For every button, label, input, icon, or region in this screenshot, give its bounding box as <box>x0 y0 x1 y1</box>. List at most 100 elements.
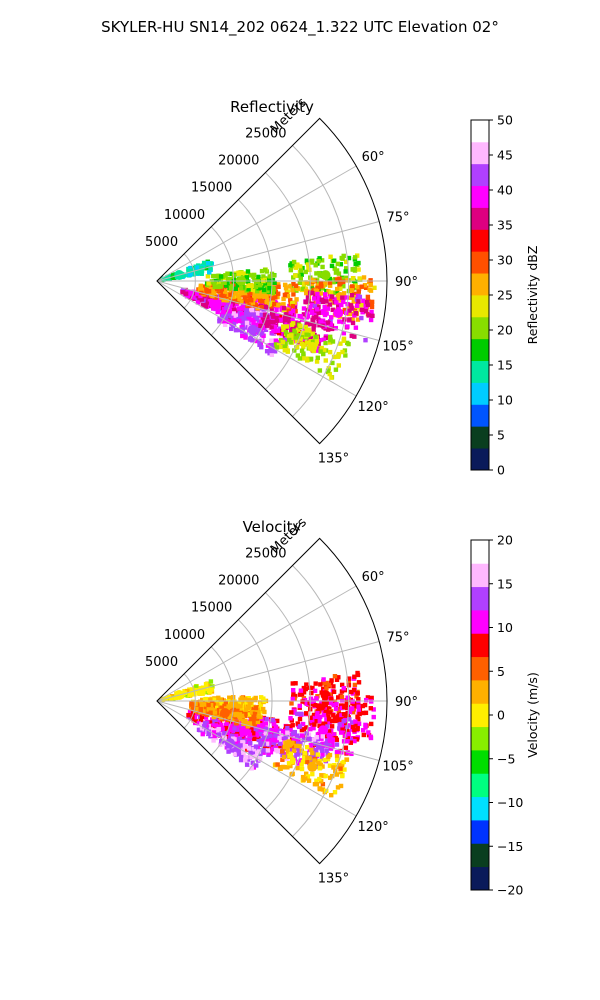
echo-pixel <box>344 295 350 300</box>
echo-pixel <box>253 763 259 768</box>
echo-pixel <box>325 368 331 373</box>
colorbar-segment <box>471 295 489 318</box>
echo-core <box>320 270 331 281</box>
echo-pixel <box>339 276 345 282</box>
echo-pixel <box>314 288 319 294</box>
range-tick-label: 10000 <box>164 208 205 223</box>
echo-pixel <box>225 281 230 286</box>
colorbar-segment <box>471 563 489 588</box>
echo-pixel <box>208 702 214 708</box>
echo-pixel <box>208 266 213 271</box>
colorbar-segment <box>471 338 489 362</box>
echo-pixel <box>299 348 305 353</box>
echo-pixel <box>330 360 335 366</box>
colorbar-segment <box>471 316 489 340</box>
echo-pixel <box>339 689 345 694</box>
echo-pixel <box>198 293 203 299</box>
echo-pixel <box>240 326 245 332</box>
echo-pixel <box>295 765 300 771</box>
echo-pixel <box>342 704 347 710</box>
echo-pixel <box>318 319 323 324</box>
echo-pixel <box>320 752 325 757</box>
echo-pixel <box>263 726 268 732</box>
echo-pixel <box>196 721 202 726</box>
echo-pixel <box>306 736 311 741</box>
echo-pixel <box>292 693 298 699</box>
echo-pixel <box>261 725 266 730</box>
echo-pixel <box>296 334 301 339</box>
echo-pixel <box>298 688 304 693</box>
echo-pixel <box>202 720 208 726</box>
echo-pixel <box>274 747 279 753</box>
echo-pixel <box>283 330 289 335</box>
echo-pixel <box>338 783 344 789</box>
echo-pixel <box>262 312 268 318</box>
echo-pixel <box>320 781 326 787</box>
echo-pixel <box>258 323 263 329</box>
echo-pixel <box>271 273 277 278</box>
echo-pixel <box>314 359 320 364</box>
echo-pixel <box>359 315 364 321</box>
echo-pixel <box>271 320 276 325</box>
echo-pixel <box>291 281 296 287</box>
echo-pixel <box>368 282 373 288</box>
echo-pixel <box>295 353 301 358</box>
echo-pixel <box>199 703 205 708</box>
echo-pixel <box>314 314 319 320</box>
echo-pixel <box>291 748 297 753</box>
echo-pixel <box>249 727 254 732</box>
echo-pixel <box>189 690 194 696</box>
echo-pixel <box>249 766 254 771</box>
azimuth-tick-label: 60° <box>362 570 385 585</box>
echo-pixel <box>305 358 310 363</box>
echo-pixel <box>359 302 364 307</box>
echo-pixel <box>359 284 364 289</box>
echo-pixel <box>347 707 353 712</box>
echo-pixel <box>242 295 247 300</box>
echo-pixel <box>263 721 269 726</box>
echo-pixel <box>259 285 264 290</box>
colorbar-segment <box>471 273 489 296</box>
echo-pixel <box>276 340 282 345</box>
echo-pixel <box>226 749 231 754</box>
range-tick-label: 5000 <box>145 235 178 250</box>
echo-pixel <box>302 755 307 761</box>
colorbar-label: Reflectivity dBZ <box>525 246 540 345</box>
echo-pixel <box>228 710 233 715</box>
echo-pixel <box>290 681 295 686</box>
echo-pixel <box>232 730 237 736</box>
echo-pixel <box>198 718 203 724</box>
echo-pixel <box>346 676 352 681</box>
echo-pixel <box>251 312 257 317</box>
echo-pixel <box>339 705 344 711</box>
echo-pixel <box>348 740 353 745</box>
echo-pixel <box>343 266 349 271</box>
echo-pixel <box>289 261 294 266</box>
echo-pixel <box>351 299 357 304</box>
echo-pixel <box>352 334 357 339</box>
echo-pixel <box>233 327 239 333</box>
echo-pixel <box>363 337 368 343</box>
colorbar-label: Velocity (m/s) <box>525 672 540 758</box>
echo-pixel <box>356 267 361 272</box>
colorbar-segment <box>471 382 489 405</box>
echo-pixel <box>257 283 263 288</box>
echo-pixel <box>330 737 336 742</box>
echo-pixel <box>325 710 331 715</box>
echo-pixel <box>318 291 323 296</box>
echo-pixel <box>309 302 315 308</box>
echo-pixel <box>295 761 301 766</box>
echo-pixel <box>356 704 361 709</box>
colorbar-tick-label: 5 <box>497 664 505 679</box>
echo-pixel <box>209 687 214 692</box>
echo-pixel <box>300 759 306 765</box>
echo-pixel <box>325 756 331 762</box>
echo-pixel <box>291 292 296 297</box>
echo-pixel <box>323 292 328 297</box>
echo-pixel <box>218 274 224 279</box>
echo-pixel <box>293 273 298 278</box>
echo-pixel <box>274 315 280 321</box>
echo-pixel <box>315 283 320 288</box>
echo-pixel <box>340 773 345 779</box>
echo-pixel <box>211 290 217 295</box>
